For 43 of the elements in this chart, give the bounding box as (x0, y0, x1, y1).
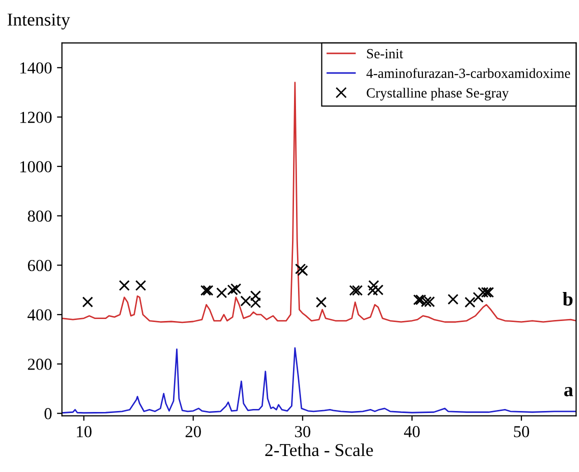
y-tick-label: 1000 (20, 161, 52, 172)
point (297, 265, 308, 276)
point (82, 296, 94, 308)
y-tick-label: 400 (28, 309, 52, 321)
point (448, 294, 458, 305)
point (316, 296, 327, 308)
y-tick-label: 800 (28, 210, 52, 222)
x-tick-label: 50 (514, 426, 530, 438)
point (480, 286, 492, 298)
point (483, 286, 494, 298)
y-axis-title: Intensity (8, 14, 70, 30)
line-series (62, 82, 576, 324)
annotation: a (564, 387, 574, 396)
legend-label: Se-init (367, 49, 404, 58)
annotation: b (562, 292, 573, 306)
x-tick-label: 30 (295, 426, 310, 438)
point (250, 290, 262, 302)
point (349, 284, 360, 296)
point (368, 280, 380, 291)
line-series (62, 347, 576, 414)
y-tick-label: 600 (28, 260, 52, 272)
point (367, 284, 378, 296)
point (118, 280, 130, 291)
point (352, 284, 363, 296)
point (295, 263, 306, 274)
x-axis-title: 2-Tetha - Scale (265, 443, 373, 456)
point (472, 292, 484, 303)
y-tick-label: 0 (44, 408, 52, 420)
point (230, 283, 242, 294)
point (464, 296, 476, 308)
point (200, 284, 212, 296)
point (372, 284, 384, 296)
legend-label: Crystalline phase Se-gray (366, 88, 509, 100)
legend-label: 4-aminofurazan-3-carboxamidoxime (366, 68, 570, 78)
x-tick-label: 20 (186, 426, 201, 438)
point (478, 286, 489, 298)
x-tick-label: 10 (76, 426, 92, 438)
x-tick-label: 40 (404, 426, 420, 438)
point (202, 284, 214, 296)
point (135, 280, 146, 291)
y-tick-label: 200 (28, 358, 52, 370)
y-tick-label: 1400 (20, 62, 52, 74)
y-tick-label: 1200 (20, 112, 52, 123)
